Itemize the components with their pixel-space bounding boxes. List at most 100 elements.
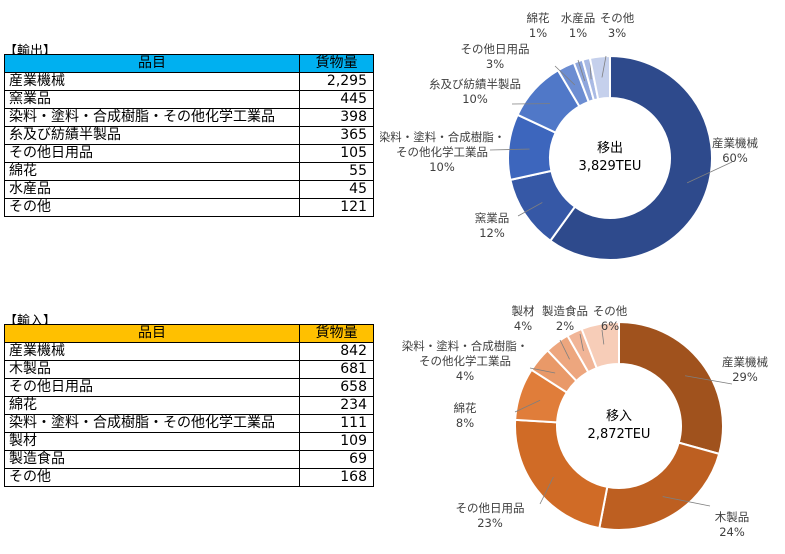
- item-cell: 糸及び紡績半製品: [4, 126, 300, 145]
- volume-cell: 681: [299, 360, 374, 379]
- leader-line: [517, 202, 543, 217]
- export-table-header: 品目 貨物量: [4, 54, 374, 73]
- item-cell: 産業機械: [4, 342, 300, 361]
- slice-label-line: その他日用品: [456, 501, 525, 515]
- slice-percent: 4%: [514, 319, 532, 333]
- center-label: 移入 2,872TEU: [588, 409, 651, 442]
- item-cell: 綿花: [4, 396, 300, 415]
- item-cell: 製造食品: [4, 450, 300, 469]
- volume-cell: 111: [299, 414, 374, 433]
- donut-slice: [598, 441, 721, 531]
- center-label: 移出 3,829TEU: [579, 141, 642, 174]
- table-row: 水産品 45: [4, 180, 374, 199]
- slice-label: 窯業品 12%: [475, 211, 510, 240]
- item-cell: 染料・塗料・合成樹脂・その他化学工業品: [4, 108, 300, 127]
- table-row: 製材 109: [4, 432, 374, 451]
- table-row: 窯業品 445: [4, 90, 374, 109]
- table-row: 染料・塗料・合成樹脂・その他化学工業品 398: [4, 108, 374, 127]
- table-row: 綿花 55: [4, 162, 374, 181]
- slice-percent: 2%: [556, 319, 574, 333]
- export-table: 品目 貨物量 産業機械 2,295 窯業品 445 染料・塗料・合成樹脂・その他化学…: [4, 54, 374, 217]
- item-cell: その他: [4, 468, 300, 487]
- slice-percent: 10%: [429, 160, 455, 174]
- leader-line: [554, 65, 576, 86]
- slice-label-line: 製造食品: [542, 304, 588, 318]
- leader-line: [514, 399, 541, 413]
- slice-percent: 8%: [456, 416, 474, 430]
- slice-label-line: 窯業品: [475, 211, 510, 225]
- slice-label: 綿花 1%: [527, 11, 550, 40]
- slice-label: 木製品 24%: [715, 510, 750, 539]
- slice-label-line: その他化学工業品: [396, 145, 488, 159]
- volume-cell: 445: [299, 90, 374, 109]
- slice-percent: 4%: [456, 369, 474, 383]
- donut-slice: [580, 320, 620, 370]
- slice-percent: 1%: [569, 26, 587, 40]
- table-row: 産業機械 2,295: [4, 72, 374, 91]
- import-table: 品目 貨物量 産業機械 842 木製品 681 その他日用品 658 綿花 234 染料…: [4, 324, 374, 487]
- slice-label-line: 産業機械: [712, 136, 758, 150]
- import-donut-chart: 産業機械 29%木製品 24%その他日用品 23%綿花 8%染料・塗料・合成樹脂・その他…: [402, 304, 769, 539]
- volume-cell: 121: [299, 198, 374, 217]
- leader-line: [489, 148, 530, 151]
- table-row: 産業機械 842: [4, 342, 374, 361]
- center-label-title: 移入: [606, 409, 632, 424]
- center-label-title: 移出: [597, 141, 623, 156]
- table-row: 木製品 681: [4, 360, 374, 379]
- slice-label-line: その他化学工業品: [419, 354, 511, 368]
- center-label-total: 2,872TEU: [588, 427, 651, 442]
- slice-percent: 12%: [479, 226, 505, 240]
- item-cell: その他日用品: [4, 144, 300, 163]
- volume-cell: 365: [299, 126, 374, 145]
- donut-slice: [548, 54, 713, 261]
- volume-cell: 658: [299, 378, 374, 397]
- slice-label: 製材 4%: [512, 304, 535, 333]
- slice-percent: 6%: [601, 319, 619, 333]
- table-row: その他日用品 105: [4, 144, 374, 163]
- slice-percent: 29%: [732, 370, 758, 384]
- import-header-item: 品目: [4, 324, 300, 343]
- slice-label-line: 綿花: [454, 401, 477, 415]
- item-cell: その他: [4, 198, 300, 217]
- slice-percent: 23%: [477, 516, 503, 530]
- leader-line: [539, 476, 554, 505]
- slice-label-line: その他: [593, 304, 628, 318]
- import-table-header: 品目 貨物量: [4, 324, 374, 343]
- slice-label-line: その他: [600, 11, 635, 25]
- slice-label: 綿花 8%: [454, 401, 477, 430]
- leader-line: [579, 333, 584, 352]
- slice-label: 産業機械 60%: [712, 136, 758, 165]
- slice-label: 染料・塗料・合成樹脂・その他化学工業品 10%: [380, 130, 505, 174]
- import-header-volume: 貨物量: [299, 324, 374, 343]
- slice-percent: 3%: [486, 57, 504, 71]
- table-row: その他 168: [4, 468, 374, 487]
- item-cell: 産業機械: [4, 72, 300, 91]
- volume-cell: 69: [299, 450, 374, 469]
- leader-line: [559, 339, 570, 360]
- slice-label: その他 6%: [593, 304, 628, 333]
- leader-line: [662, 496, 711, 507]
- volume-cell: 398: [299, 108, 374, 127]
- donut-slice: [588, 54, 611, 101]
- slice-percent: 3%: [608, 26, 626, 40]
- table-row: 糸及び紡績半製品 365: [4, 126, 374, 145]
- slice-label: 糸及び紡績半製品 10%: [429, 77, 521, 106]
- leader-line: [601, 329, 605, 345]
- volume-cell: 234: [299, 396, 374, 415]
- slice-percent: 10%: [462, 92, 488, 106]
- table-row: 綿花 234: [4, 396, 374, 415]
- item-cell: その他日用品: [4, 378, 300, 397]
- item-cell: 木製品: [4, 360, 300, 379]
- slice-label-line: その他日用品: [461, 42, 530, 56]
- table-row: その他日用品 658: [4, 378, 374, 397]
- slice-label-line: 水産品: [561, 11, 596, 25]
- slice-label-line: 製材: [512, 304, 535, 318]
- table-row: その他 121: [4, 198, 374, 217]
- leader-line: [529, 367, 556, 374]
- slice-label-line: 染料・塗料・合成樹脂・: [380, 130, 505, 144]
- item-cell: 窯業品: [4, 90, 300, 109]
- item-cell: 綿花: [4, 162, 300, 181]
- volume-cell: 109: [299, 432, 374, 451]
- volume-cell: 842: [299, 342, 374, 361]
- item-cell: 製材: [4, 432, 300, 451]
